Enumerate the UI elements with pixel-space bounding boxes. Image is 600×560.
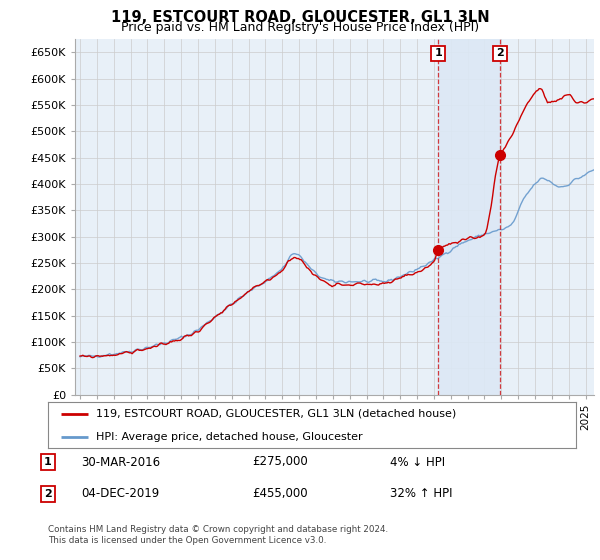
Text: 119, ESTCOURT ROAD, GLOUCESTER, GL1 3LN: 119, ESTCOURT ROAD, GLOUCESTER, GL1 3LN: [110, 10, 490, 25]
Text: £275,000: £275,000: [252, 455, 308, 469]
Bar: [438, 39, 500, 395]
Text: 119, ESTCOURT ROAD, GLOUCESTER, GL1 3LN (detached house): 119, ESTCOURT ROAD, GLOUCESTER, GL1 3LN …: [95, 409, 456, 418]
Text: 2: 2: [496, 48, 504, 58]
Text: 1: 1: [434, 48, 442, 58]
Text: 30-MAR-2016: 30-MAR-2016: [81, 455, 160, 469]
Text: 4% ↓ HPI: 4% ↓ HPI: [390, 455, 445, 469]
Text: £455,000: £455,000: [252, 487, 308, 501]
Text: 2: 2: [44, 489, 52, 499]
Text: 32% ↑ HPI: 32% ↑ HPI: [390, 487, 452, 501]
Text: HPI: Average price, detached house, Gloucester: HPI: Average price, detached house, Glou…: [95, 432, 362, 441]
Text: Contains HM Land Registry data © Crown copyright and database right 2024.
This d: Contains HM Land Registry data © Crown c…: [48, 525, 388, 545]
Text: 04-DEC-2019: 04-DEC-2019: [81, 487, 159, 501]
Text: 1: 1: [44, 457, 52, 467]
Text: Price paid vs. HM Land Registry's House Price Index (HPI): Price paid vs. HM Land Registry's House …: [121, 21, 479, 34]
